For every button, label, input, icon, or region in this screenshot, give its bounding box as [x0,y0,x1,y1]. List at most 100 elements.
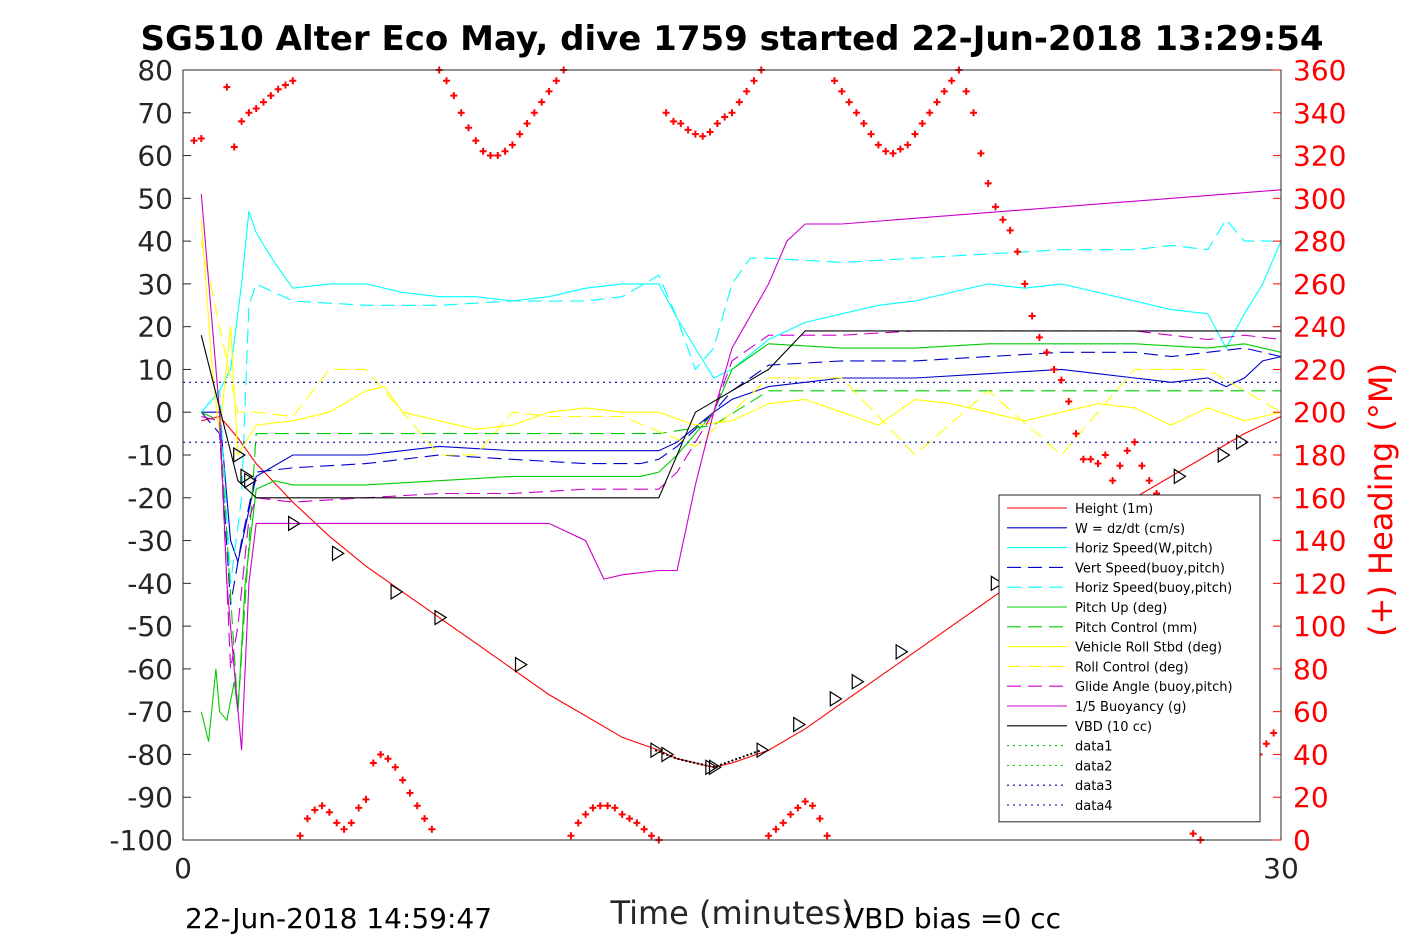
heading-point-27 [399,776,407,784]
y2-tick-label-8: 200 [1293,396,1346,429]
heading-point-116 [1050,365,1058,373]
heading-point-86 [830,77,838,85]
legend-label-6: Pitch Up (deg) [1075,601,1167,616]
heading-point-123 [1101,451,1109,459]
heading-point-9 [267,92,275,100]
heading-point-127 [1131,438,1139,446]
marker-1 [233,446,247,464]
y-tick-label-0: 80 [137,54,173,87]
heading-point-122 [1094,460,1102,468]
marker-16 [851,673,865,690]
y-tick-label-4: 40 [137,225,173,258]
legend-label-13: data1 [1075,740,1113,755]
heading-point-110 [1006,226,1014,234]
heading-point-52 [582,810,590,818]
heading-point-33 [443,77,451,85]
y-tick-label-9: -10 [127,439,173,472]
heading-point-43 [516,130,524,138]
heading-point-40 [494,152,502,160]
heading-point-25 [384,755,392,763]
x-tick-label-1: 30 [1263,852,1299,885]
heading-point-67 [691,130,699,138]
heading-point-34 [450,92,458,100]
y2-tick-label-2: 320 [1293,140,1346,173]
y-tick-label-16: -80 [127,738,173,771]
heading-point-74 [743,87,751,95]
heading-point-77 [765,832,773,840]
heading-point-17 [325,808,333,816]
heading-point-98 [918,119,926,127]
heading-point-81 [794,804,802,812]
y2-tick-label-0: 360 [1293,54,1346,87]
heading-point-30 [421,815,429,823]
heading-point-41 [501,147,509,155]
heading-point-124 [1109,477,1117,485]
heading-point-95 [896,145,904,153]
y-tick-label-17: -90 [127,781,173,814]
heading-point-3 [223,83,231,91]
legend-label-12: VBD (10 cc) [1075,720,1152,735]
heading-point-100 [933,98,941,106]
marker-14 [793,716,807,733]
series-line-4 [200,347,1282,605]
series-line-6 [200,343,1282,742]
series-line-8 [200,219,1282,457]
heading-point-121 [1087,455,1095,463]
heading-point-90 [860,119,868,127]
marker-19 [1173,468,1187,485]
heading-point-35 [457,109,465,117]
heading-point-24 [377,750,385,758]
legend-label-8: Vehicle Roll Stbd (deg) [1075,641,1222,656]
heading-point-46 [538,98,546,106]
legend-label-9: Roll Control (deg) [1075,660,1189,675]
marker-9 [650,742,664,759]
heading-point-60 [640,825,648,833]
y2-tick-label-10: 160 [1293,482,1346,515]
y-tick-label-8: 0 [155,396,173,429]
heading-point-71 [721,113,729,121]
y2-tick-label-5: 260 [1293,268,1346,301]
heading-point-69 [706,128,714,136]
heading-point-18 [333,819,341,827]
heading-point-50 [567,832,575,840]
heading-point-58 [626,815,634,823]
heading-point-42 [508,141,516,149]
y2-tick-label-16: 40 [1293,738,1329,771]
heading-point-1 [190,137,198,145]
heading-point-84 [816,815,824,823]
heading-point-118 [1065,398,1073,406]
heading-point-78 [772,825,780,833]
heading-point-2 [197,134,205,142]
heading-point-106 [977,149,985,157]
marker-3 [244,472,258,489]
legend-box [998,494,1261,823]
marker-18 [990,575,1004,592]
heading-point-26 [391,763,399,771]
heading-point-94 [889,149,897,157]
heading-point-85 [823,832,831,840]
series-line-3 [200,211,1282,413]
heading-point-112 [1021,280,1029,288]
series-line-7 [201,390,1281,712]
heading-point-19 [340,825,348,833]
y-tick-label-7: 10 [137,353,173,386]
y-tick-label-10: -20 [127,482,173,515]
y-tick-label-18: -100 [109,824,173,857]
legend-label-2: W = dz/dt (cm/s) [1075,522,1185,537]
legend-label-14: data2 [1075,759,1113,774]
y-tick-label-3: 50 [137,182,173,215]
heading-point-20 [347,819,355,827]
heading-point-36 [464,124,472,132]
heading-point-70 [713,119,721,127]
heading-point-66 [684,126,692,134]
heading-point-80 [787,810,795,818]
marker-2 [240,468,254,485]
heading-point-146 [1270,729,1278,737]
heading-point-96 [904,141,912,149]
series-line-11 [200,189,1282,751]
legend-label-11: 1/5 Buoyancy (g) [1075,700,1186,715]
heading-point-117 [1057,376,1065,384]
y-tick-label-15: -70 [127,696,173,729]
y2-tick-label-13: 100 [1293,610,1346,643]
heading-point-145 [1262,740,1270,748]
